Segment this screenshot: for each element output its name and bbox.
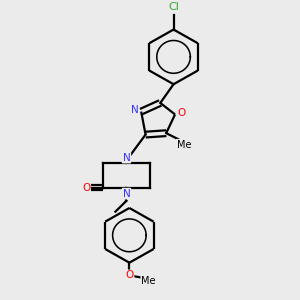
Text: N: N: [123, 189, 130, 199]
Text: O: O: [82, 183, 90, 193]
Text: O: O: [125, 270, 134, 280]
Text: N: N: [123, 153, 130, 163]
Text: Cl: Cl: [168, 2, 179, 12]
Text: N: N: [131, 105, 139, 115]
Text: Me: Me: [177, 140, 191, 150]
Text: Me: Me: [141, 275, 156, 286]
Text: O: O: [177, 108, 186, 118]
